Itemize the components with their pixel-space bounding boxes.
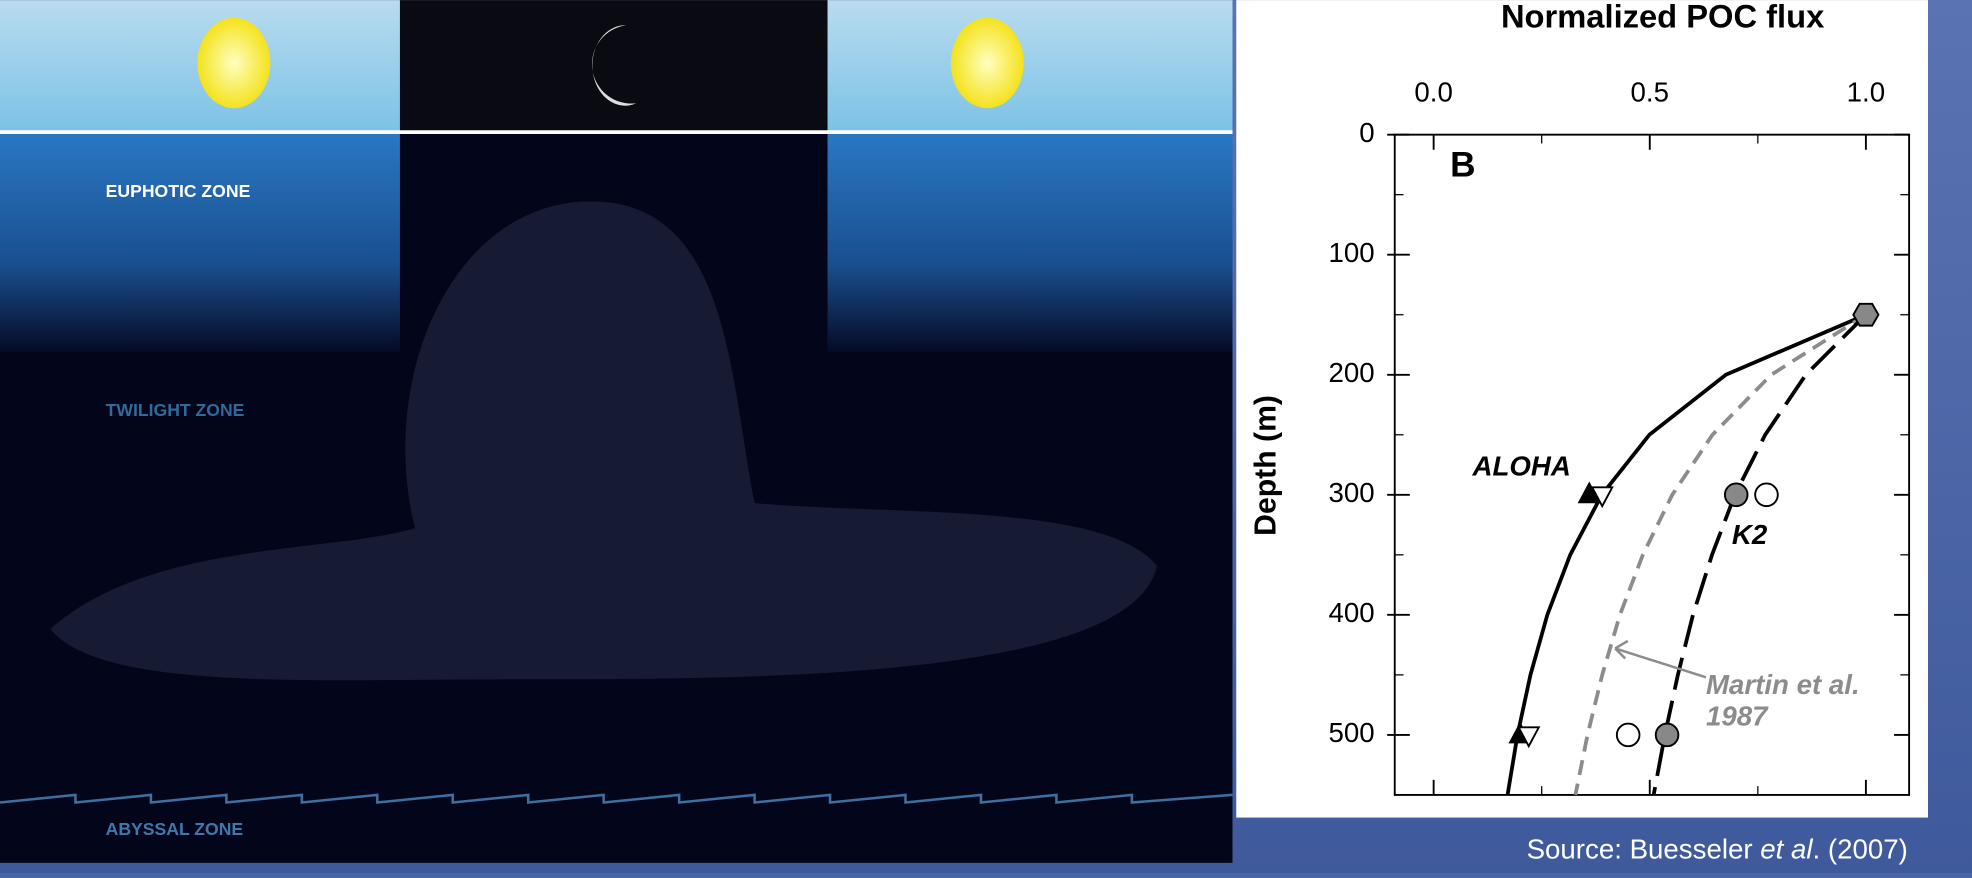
zone-label: EUPHOTIC ZONE bbox=[106, 181, 251, 201]
zone-label: ABYSSAL ZONE bbox=[106, 819, 244, 839]
sun bbox=[951, 18, 1024, 109]
x-tick-label: 1.0 bbox=[1847, 77, 1885, 108]
data-point bbox=[1617, 724, 1640, 747]
annotation: K2 bbox=[1732, 519, 1768, 550]
illustration: EUPHOTIC ZONE TWILIGHT ZONE ABYSSAL ZONE bbox=[0, 0, 1233, 863]
y-tick-label: 500 bbox=[1328, 717, 1374, 748]
y-tick-label: 0 bbox=[1359, 117, 1374, 148]
data-point bbox=[1656, 724, 1679, 747]
y-axis-label: Depth (m) bbox=[1250, 395, 1283, 536]
data-point bbox=[1853, 304, 1878, 326]
night-sky bbox=[400, 0, 828, 132]
y-tick-label: 100 bbox=[1328, 237, 1374, 268]
y-tick-label: 300 bbox=[1328, 477, 1374, 508]
sun bbox=[197, 18, 270, 109]
sea bbox=[0, 132, 400, 352]
zone-label: TWILIGHT ZONE bbox=[106, 400, 245, 420]
panel-label: B bbox=[1450, 146, 1475, 185]
data-point bbox=[1725, 483, 1748, 506]
source-text: et al bbox=[1760, 834, 1813, 865]
source-text: Source: Buesseler bbox=[1527, 834, 1761, 865]
annotation: ALOHA bbox=[1472, 451, 1571, 482]
y-tick-label: 400 bbox=[1328, 597, 1374, 628]
data-point bbox=[1755, 483, 1778, 506]
y-tick-label: 200 bbox=[1328, 357, 1374, 388]
chart-title: Normalized POC flux bbox=[1501, 0, 1824, 35]
slide: EUPHOTIC ZONE TWILIGHT ZONE ABYSSAL ZONE… bbox=[0, 0, 1972, 873]
annotation: Martin et al. bbox=[1706, 669, 1860, 700]
source-text: . (2007) bbox=[1813, 834, 1908, 865]
x-tick-label: 0.0 bbox=[1414, 77, 1452, 108]
x-tick-label: 0.5 bbox=[1631, 77, 1669, 108]
source: Source: Buesseler et al. (2007) bbox=[1527, 834, 1908, 865]
sea bbox=[828, 132, 1233, 352]
annotation: 1987 bbox=[1706, 700, 1769, 731]
